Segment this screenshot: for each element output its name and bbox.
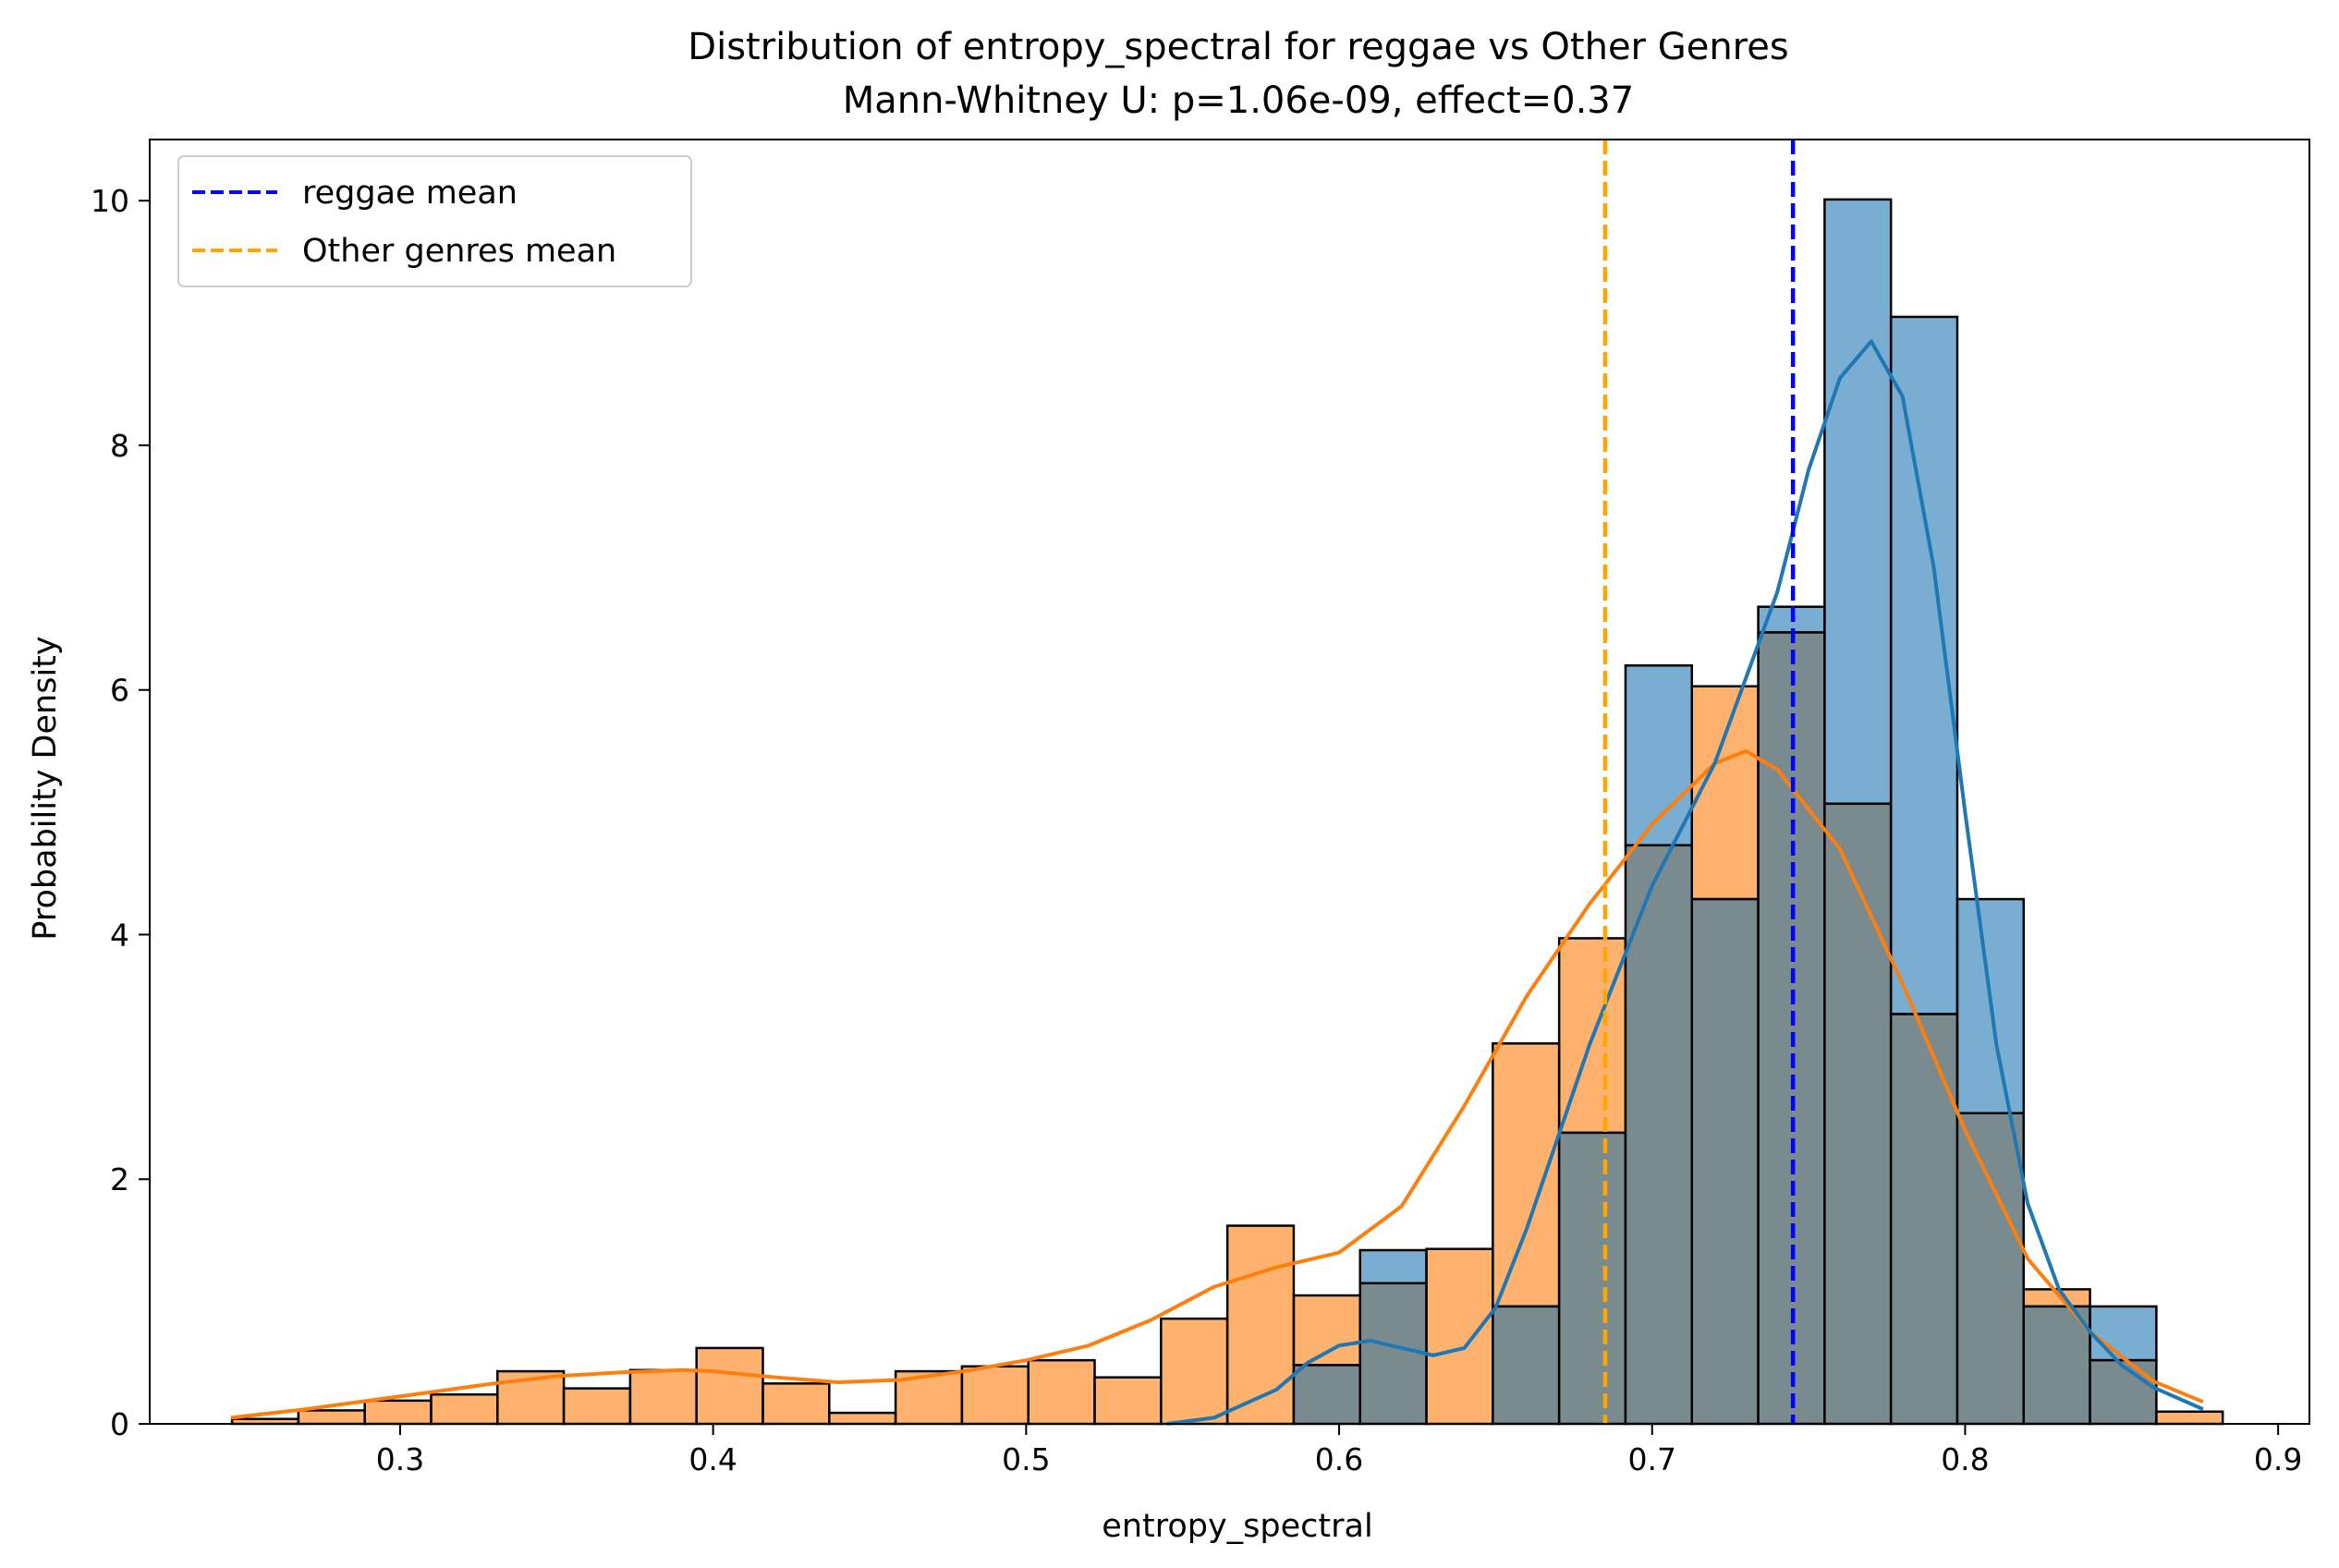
bar-other-genres xyxy=(363,1399,432,1426)
y-tick-label: 8 xyxy=(110,428,129,464)
x-tick-label: 0.9 xyxy=(2254,1441,2302,1477)
y-tick-label: 0 xyxy=(110,1406,129,1442)
y-axis-ticks: 0 2 4 6 8 10 xyxy=(91,183,150,1442)
axes xyxy=(149,139,2310,1425)
bar-overlap xyxy=(1492,1305,1561,1426)
bar-other-genres xyxy=(761,1382,831,1426)
bar-overlap xyxy=(2022,1305,2091,1426)
x-tick-label: 0.8 xyxy=(1941,1441,1989,1477)
x-tick-label: 0.3 xyxy=(376,1441,424,1477)
kde-curve-other-genres xyxy=(230,748,2204,1420)
bar-overlap xyxy=(1557,1131,1627,1426)
bar-other-genres xyxy=(1690,685,1760,901)
x-tick-label: 0.4 xyxy=(688,1441,737,1477)
x-axis-label: entropy_spectral xyxy=(1102,1508,1372,1545)
y-tick-label: 4 xyxy=(110,917,129,953)
bar-overlap xyxy=(1955,1112,2026,1426)
bar-overlap xyxy=(1823,802,1893,1426)
kde-curves xyxy=(230,339,2204,1426)
x-tick-label: 0.6 xyxy=(1315,1441,1363,1477)
bar-reggae xyxy=(2089,1305,2158,1362)
mean-lines xyxy=(1602,140,1796,1424)
bar-other-genres xyxy=(430,1392,499,1426)
legend: reggae mean Other genres mean xyxy=(177,155,692,287)
chart-title: Distribution of entropy_spectral for reg… xyxy=(688,26,1788,68)
legend-label-other-genres-mean: Other genres mean xyxy=(302,233,616,270)
bar-overlap xyxy=(1358,1282,1428,1426)
bar-overlap xyxy=(2089,1358,2158,1426)
bar-other-genres xyxy=(628,1368,698,1426)
bar-reggae xyxy=(1823,198,1893,806)
bar-other-genres xyxy=(1492,1042,1561,1308)
bar-reggae xyxy=(1358,1248,1428,1285)
bar-overlap xyxy=(1690,897,1760,1426)
y-tick-label: 10 xyxy=(91,183,129,219)
bar-overlap xyxy=(1292,1364,1361,1426)
bar-other-genres xyxy=(562,1387,632,1426)
bar-other-genres xyxy=(828,1411,897,1426)
bar-other-genres xyxy=(960,1365,1029,1426)
y-tick-label: 6 xyxy=(110,673,129,709)
x-tick-label: 0.7 xyxy=(1627,1441,1675,1477)
plot-frame xyxy=(149,139,2310,1425)
bar-other-genres xyxy=(297,1409,366,1426)
bar-other-genres xyxy=(1160,1317,1229,1426)
bar-other-genres xyxy=(1027,1358,1096,1426)
y-tick-label: 2 xyxy=(110,1161,129,1197)
bar-other-genres xyxy=(1425,1247,1494,1426)
x-tick-label: 0.5 xyxy=(1002,1441,1050,1477)
bar-other-genres xyxy=(2155,1410,2224,1426)
bar-other-genres xyxy=(1093,1376,1163,1426)
legend-label-reggae-mean: reggae mean xyxy=(302,175,518,212)
x-axis-ticks: 0.3 0.4 0.5 0.6 0.7 0.8 0.9 xyxy=(376,1424,2302,1477)
histogram-bars xyxy=(230,198,2224,1426)
bar-other-genres xyxy=(695,1346,764,1426)
legend-box xyxy=(177,155,692,287)
bar-overlap xyxy=(1624,844,1694,1426)
chart-subtitle: Mann-Whitney U: p=1.06e-09, effect=0.37 xyxy=(843,79,1634,122)
bar-other-genres xyxy=(1292,1294,1361,1367)
bar-other-genres xyxy=(1225,1224,1296,1426)
bar-overlap xyxy=(1757,631,1826,1426)
y-axis-label: Probability Density xyxy=(27,636,64,940)
bar-overlap xyxy=(1889,1013,1959,1426)
kde-curve-reggae xyxy=(1166,339,2204,1426)
